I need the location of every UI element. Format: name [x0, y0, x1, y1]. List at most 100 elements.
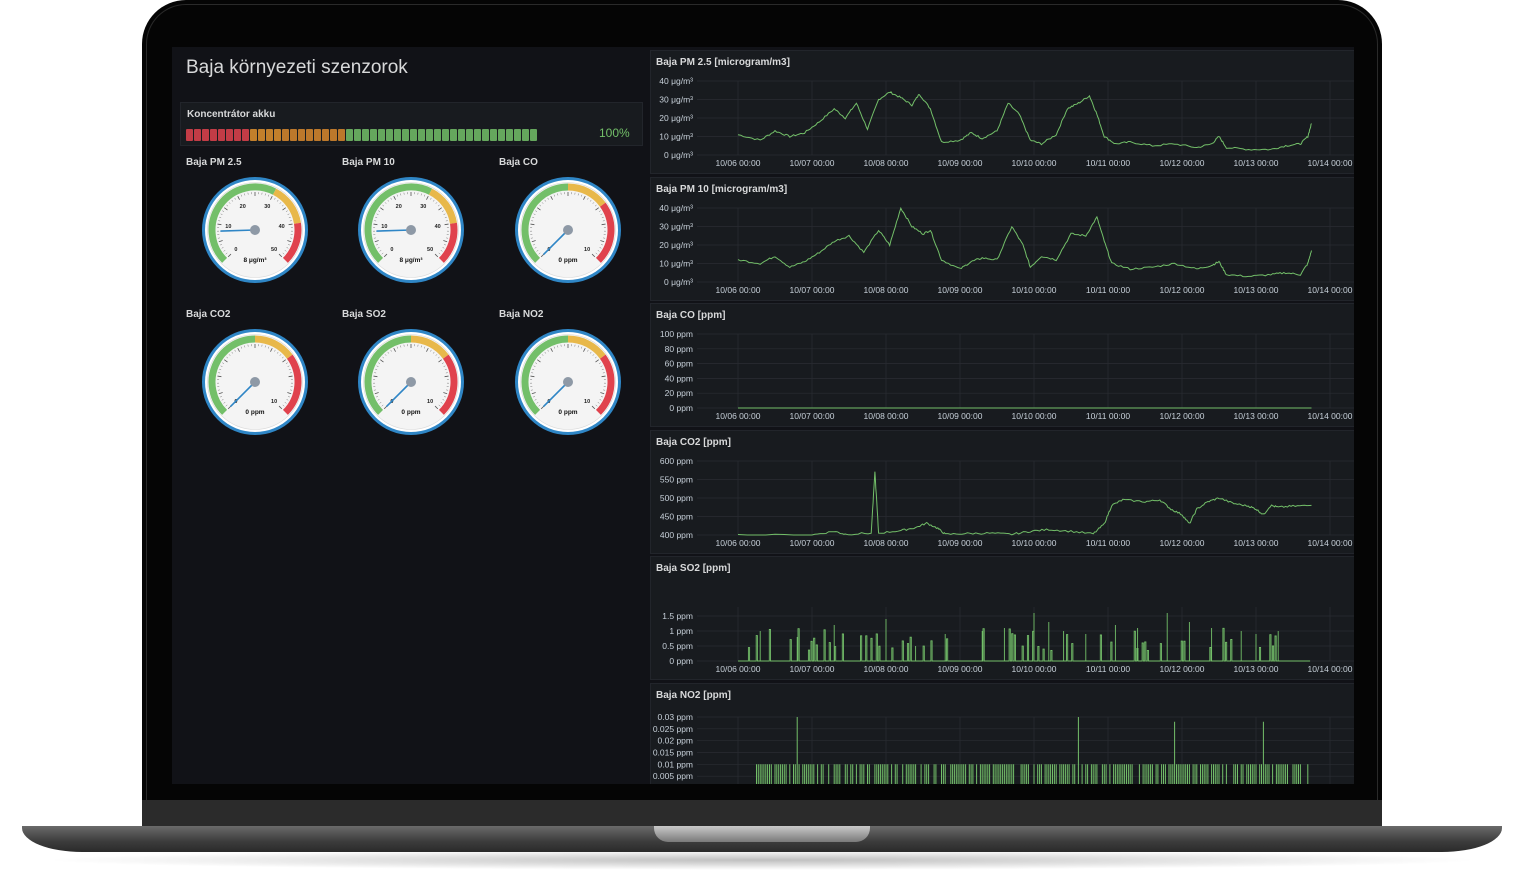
- gauge-tick: [432, 199, 435, 202]
- y-tick-label: 30 μg/m³: [659, 95, 693, 105]
- gauge-tick: [435, 202, 438, 204]
- gauge-panel-so2[interactable]: Baja SO20100 ppm: [336, 305, 486, 455]
- gauge-tick: [382, 356, 385, 359]
- gauge-tick: [381, 404, 384, 407]
- gauge-tick: [532, 368, 535, 370]
- battery-segment: [330, 129, 337, 141]
- gauge-tick: [374, 392, 379, 395]
- gauge-tick: [381, 252, 384, 255]
- battery-segment: [194, 129, 201, 141]
- x-tick-label: 10/12 00:00: [1160, 664, 1205, 674]
- gauge-tick: [441, 362, 444, 364]
- gauge-tick: [581, 194, 583, 197]
- gauge-tick: [592, 354, 595, 356]
- gauge-tick: [440, 402, 443, 404]
- x-tick-label: 10/09 00:00: [938, 538, 983, 548]
- graph-panel-0[interactable]: Baja PM 2.5 [microgram/m3] 0 μg/m³ 10 μg/m…: [650, 50, 1354, 174]
- gauge-tick: [530, 375, 535, 378]
- gauge-threshold-band: [567, 183, 606, 207]
- gauge-tick-label: 0: [234, 247, 237, 253]
- battery-segment: [394, 129, 401, 141]
- gauge-tick: [222, 210, 225, 212]
- gauge-threshold-band: [254, 335, 293, 359]
- gauge-tick: [547, 197, 549, 200]
- gauge-panel-pm25[interactable]: Baja PM 2.5 0 10 20 30 40 50 8 μg/m³: [180, 153, 330, 303]
- graph-title[interactable]: Baja CO2 [ppm]: [656, 437, 732, 448]
- battery-segment: [402, 129, 409, 141]
- graph-panel-2[interactable]: Baja CO [ppm] 0 ppm 20 ppm 40 ppm 60 ppm 80 p…: [650, 303, 1354, 427]
- gauge-threshold-band: [595, 354, 615, 415]
- battery-segment: [514, 129, 521, 141]
- gauge-panel-pm10[interactable]: Baja PM 10 0 10 20 30 40 50 8 μg/m³: [336, 153, 486, 303]
- gauge-tick: [220, 365, 223, 367]
- y-tick-label: 0 ppm: [669, 656, 693, 666]
- y-tick-label: 60 ppm: [665, 359, 693, 369]
- gauge-tick: [535, 210, 538, 212]
- series-line: [737, 206, 1312, 278]
- gauge-tick: [287, 213, 290, 215]
- gauge-tick: [541, 202, 544, 204]
- gauge-tick: [274, 349, 276, 352]
- gauge-hub: [406, 377, 416, 387]
- gauge-tick: [279, 354, 282, 356]
- gauge-tick-label: 40: [279, 224, 285, 230]
- battery-segment: [202, 129, 209, 141]
- y-tick-label: 600 ppm: [660, 456, 693, 466]
- graph-panel-5[interactable]: Baja NO2 [ppm] 0 ppm 0.005 ppm 0.01 ppm0.01…: [650, 683, 1354, 784]
- gauge-tick: [396, 346, 398, 349]
- graph-title[interactable]: Baja CO [ppm]: [656, 310, 726, 321]
- y-tick-label: 0.005 ppm: [653, 771, 693, 781]
- gauge-tick: [547, 349, 549, 352]
- graph-panel-1[interactable]: Baja PM 10 [microgram/m3] 0 μg/m³ 10 μg/m³…: [650, 177, 1354, 301]
- gauge-panel-co[interactable]: Baja CO0100 ppm: [493, 153, 643, 303]
- gauge-panel-co2[interactable]: Baja CO2 0100 ppm: [180, 305, 330, 455]
- gauge-title[interactable]: Baja SO2: [342, 309, 386, 320]
- battery-segment: [186, 129, 193, 141]
- battery-segment: [434, 129, 441, 141]
- graph-panel-3[interactable]: Baja CO2 [ppm] 400 ppm 450 ppm 500 ppm 550 p…: [650, 430, 1354, 554]
- gauge-tick: [264, 193, 266, 196]
- gauge-title[interactable]: Baja PM 10: [342, 157, 395, 168]
- gauge-title[interactable]: Baja PM 2.5: [186, 157, 242, 168]
- gauge-panel-no2[interactable]: Baja NO20100 ppm: [493, 305, 643, 455]
- gauge-threshold-band: [282, 354, 302, 415]
- gauge-tick: [219, 216, 222, 218]
- gauge-tick: [442, 399, 445, 401]
- x-tick-label: 10/07 00:00: [790, 664, 835, 674]
- gauge-tick: [600, 213, 603, 215]
- gauge-tick: [538, 252, 541, 255]
- gauge-tick: [533, 365, 536, 367]
- x-tick-label: 10/06 00:00: [716, 664, 761, 674]
- y-tick-label: 0.01 ppm: [658, 759, 693, 769]
- gauge-tick: [220, 396, 223, 398]
- battery-segment: [266, 129, 273, 141]
- gauge-tick: [550, 347, 553, 352]
- gauge-dial: 0100 ppm: [202, 329, 308, 435]
- gauge-tick: [595, 359, 599, 363]
- x-tick-label: 10/06 00:00: [716, 158, 761, 168]
- battery-panel-title[interactable]: Koncentrátor akku: [187, 109, 276, 120]
- gauge-value-text: 0 ppm: [558, 409, 577, 416]
- gauge-title[interactable]: Baja NO2: [499, 309, 544, 320]
- graph-title[interactable]: Baja PM 10 [microgram/m3]: [656, 184, 788, 195]
- dashboard-title[interactable]: Baja környezeti szenzorok: [186, 57, 408, 78]
- gauge-tick: [384, 202, 387, 204]
- gauge-value-text: 0 ppm: [558, 257, 577, 264]
- gauge-tick: [376, 244, 379, 246]
- graph-plot: 0 μg/m³ 10 μg/m³ 20 μg/m³ 30 μg/m³ 40 μg/m³ 1…: [659, 76, 1354, 168]
- graph-panel-4[interactable]: Baja SO2 [ppm] 0 ppm 0.5 ppm 1 ppm 1.5 ppm 10…: [650, 556, 1354, 680]
- gauge-tick: [223, 402, 226, 404]
- gauge-title[interactable]: Baja CO: [499, 157, 538, 168]
- battery-panel[interactable]: Koncentrátor akku 100%: [180, 102, 643, 146]
- graph-title[interactable]: Baja SO2 [ppm]: [656, 563, 731, 574]
- battery-segment: [370, 129, 377, 141]
- gauge-tick-label: 30: [264, 204, 270, 210]
- graph-plot: 0 ppm 0.5 ppm 1 ppm 1.5 ppm 10/06 00:00 10/07…: [662, 607, 1354, 674]
- x-tick-label: 10/12 00:00: [1160, 285, 1205, 295]
- gauge-tick: [268, 194, 270, 197]
- gauge-title[interactable]: Baja CO2: [186, 309, 231, 320]
- graph-title[interactable]: Baja PM 2.5 [microgram/m3]: [656, 57, 790, 68]
- graph-title[interactable]: Baja NO2 [ppm]: [656, 690, 732, 701]
- gauge-tick: [594, 356, 597, 359]
- gauge-tick: [444, 223, 449, 226]
